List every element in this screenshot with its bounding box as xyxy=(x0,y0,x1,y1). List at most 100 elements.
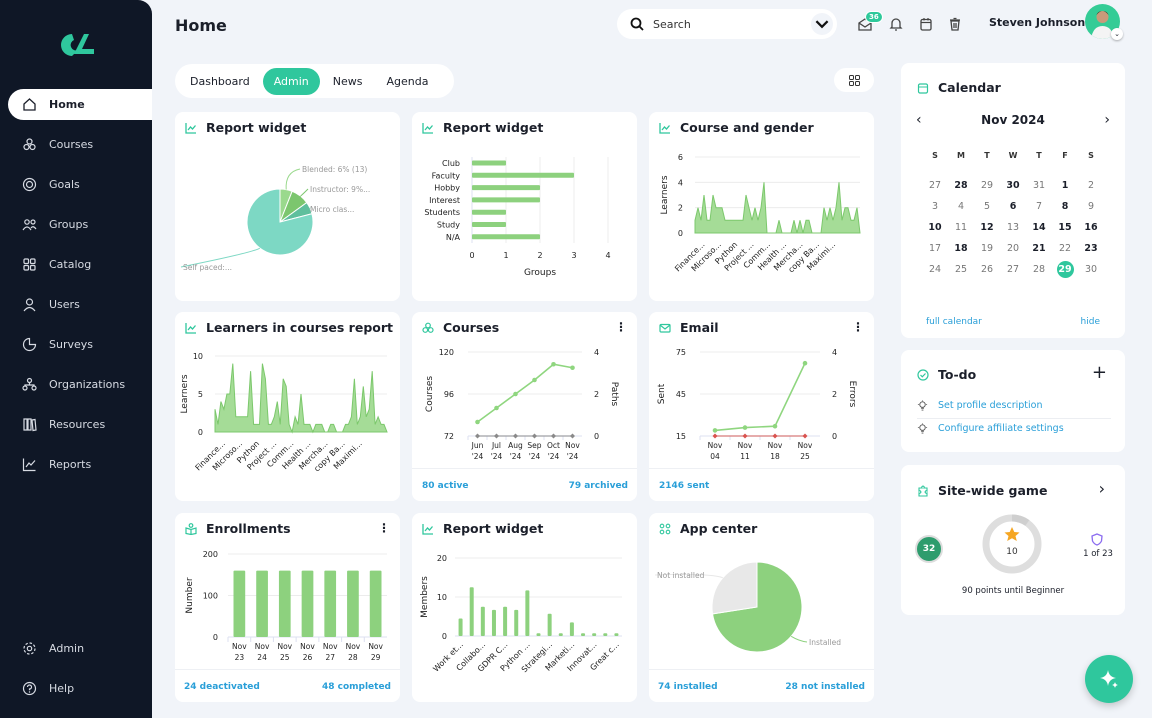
user-name[interactable]: Steven Johnson xyxy=(989,16,1086,29)
dashboard-tabs: Dashboard Admin News Agenda xyxy=(175,64,454,98)
completed-link[interactable]: 48 completed xyxy=(321,682,391,692)
calendar-day[interactable]: 20 xyxy=(1006,243,1020,254)
layout-button[interactable] xyxy=(834,68,874,92)
sidebar-item-label: Surveys xyxy=(49,338,93,351)
calendar-day[interactable]: 6 xyxy=(1009,201,1017,212)
courses-icon xyxy=(422,322,434,333)
calendar-day[interactable]: 28 xyxy=(1032,264,1046,275)
calendar-day[interactable]: 15 xyxy=(1058,222,1072,233)
star-icon xyxy=(1004,527,1020,541)
calendar-day[interactable]: 27 xyxy=(1006,264,1020,275)
calendar-day[interactable]: 16 xyxy=(1084,222,1098,233)
calendar-day[interactable]: 21 xyxy=(1032,243,1046,254)
tab-agenda[interactable]: Agenda xyxy=(386,74,429,88)
calendar-day[interactable]: 30 xyxy=(1084,264,1098,275)
tab-news[interactable]: News xyxy=(332,74,363,88)
y-tick-label: 0 xyxy=(594,432,599,441)
calendar-day[interactable]: 12 xyxy=(980,222,994,233)
calendar-day[interactable]: 13 xyxy=(1006,222,1020,233)
sidebar-item-catalog[interactable]: Catalog xyxy=(8,249,152,280)
sidebar-item-surveys[interactable]: Surveys xyxy=(8,329,152,360)
not-installed-link[interactable]: 28 not installed xyxy=(785,682,865,692)
calendar-day[interactable]: 31 xyxy=(1032,180,1046,191)
y-tick-label: 20 xyxy=(437,554,447,563)
more-options-icon[interactable]: ⋮ xyxy=(852,320,864,334)
sidebar-item-goals[interactable]: Goals xyxy=(8,169,152,200)
calendar-day[interactable]: 22 xyxy=(1058,243,1072,254)
bell-icon[interactable] xyxy=(888,16,904,32)
courses-icon xyxy=(23,138,36,151)
logo[interactable] xyxy=(56,30,96,60)
x-axis-label: Groups xyxy=(524,268,556,278)
calendar-day[interactable]: 8 xyxy=(1061,201,1069,212)
area-series xyxy=(694,182,861,234)
calendar-day[interactable]: 30 xyxy=(1006,180,1020,191)
user-menu-chevron[interactable]: ⌄ xyxy=(1111,28,1123,40)
calendar-day[interactable]: 14 xyxy=(1032,222,1046,233)
calendar-day[interactable]: 19 xyxy=(980,243,994,254)
more-options-icon[interactable]: ⋮ xyxy=(378,521,390,535)
sent-emails-link[interactable]: 2146 sent xyxy=(659,481,710,491)
calendar-day[interactable]: 18 xyxy=(954,243,968,254)
todo-item[interactable]: Set profile description xyxy=(917,400,1042,411)
calendar-day[interactable]: 5 xyxy=(983,201,991,212)
add-todo-button[interactable]: + xyxy=(1091,362,1107,383)
tab-dashboard[interactable]: Dashboard xyxy=(190,74,250,88)
pie-label: Installed xyxy=(809,638,841,647)
sidebar-item-help[interactable]: Help xyxy=(8,673,152,704)
calendar-day[interactable]: 4 xyxy=(957,201,965,212)
next-month-button[interactable]: › xyxy=(1104,112,1110,128)
active-courses-link[interactable]: 80 active xyxy=(422,481,469,491)
y-axis-label: Members xyxy=(420,576,430,618)
archived-courses-link[interactable]: 79 archived xyxy=(568,481,628,491)
calendar-day[interactable]: 25 xyxy=(954,264,968,275)
messages-icon[interactable] xyxy=(857,16,873,32)
prev-month-button[interactable]: ‹ xyxy=(916,112,922,128)
sidebar-item-groups[interactable]: Groups xyxy=(8,209,152,240)
data-point xyxy=(494,433,499,439)
calendar-day[interactable]: 3 xyxy=(931,201,939,212)
calendar-day[interactable]: 10 xyxy=(928,222,942,233)
sidebar-item-label: Goals xyxy=(49,178,80,191)
more-options-icon[interactable]: ⋮ xyxy=(615,320,627,334)
sidebar-item-resources[interactable]: Resources xyxy=(8,409,152,440)
search-input[interactable]: Search xyxy=(617,9,837,39)
calendar-day[interactable]: 28 xyxy=(954,180,968,191)
calendar-day-today[interactable]: 29 xyxy=(1056,261,1074,278)
calendar-day[interactable]: 1 xyxy=(1061,180,1069,191)
x-tick-label: Nov 27 xyxy=(323,642,338,662)
installed-link[interactable]: 74 installed xyxy=(658,682,718,692)
calendar-day[interactable]: 27 xyxy=(928,180,942,191)
sidebar-item-reports[interactable]: Reports xyxy=(8,449,152,480)
calendar-day[interactable]: 11 xyxy=(954,222,968,233)
calendar-icon[interactable] xyxy=(918,16,934,32)
line-chart: 15 45 75 0 2 4 Nov 04 Nov 11 Nov 18 Nov 25 Sent Errors xyxy=(657,348,857,461)
full-calendar-link[interactable]: full calendar xyxy=(926,317,982,327)
calendar-day[interactable]: 26 xyxy=(980,264,994,275)
deactivated-link[interactable]: 24 deactivated xyxy=(184,682,260,692)
todo-item[interactable]: Configure affiliate settings xyxy=(917,423,1064,434)
sidebar-item-users[interactable]: Users xyxy=(8,289,152,320)
ai-assistant-button[interactable] xyxy=(1085,655,1133,703)
points-value: 10 xyxy=(1006,547,1018,557)
calendar-day[interactable]: 29 xyxy=(980,180,994,191)
calendar-day[interactable]: 9 xyxy=(1087,201,1095,212)
calendar-day[interactable]: 23 xyxy=(1084,243,1098,254)
learners-report-card: Learners in courses report 0 5 10 Learners F… xyxy=(175,312,400,501)
line-series xyxy=(714,362,806,432)
sidebar-item-organizations[interactable]: Organizations xyxy=(8,369,152,400)
sidebar-item-courses[interactable]: Courses xyxy=(8,129,152,160)
trash-icon[interactable] xyxy=(947,16,963,32)
sidebar-item-home[interactable]: Home xyxy=(8,89,152,120)
calendar-day[interactable]: 17 xyxy=(928,243,942,254)
open-game-button[interactable]: › xyxy=(1098,479,1105,498)
calendar-day[interactable]: 2 xyxy=(1087,180,1095,191)
sidebar-item-admin[interactable]: Admin xyxy=(8,633,152,664)
search-dropdown-button[interactable] xyxy=(811,13,833,35)
resources-icon xyxy=(23,418,37,432)
tab-admin[interactable]: Admin xyxy=(262,67,320,95)
calendar-day[interactable]: 7 xyxy=(1035,201,1043,212)
hide-calendar-link[interactable]: hide xyxy=(1080,317,1100,327)
calendar-day[interactable]: 24 xyxy=(928,264,942,275)
y-tick-label: Interest xyxy=(429,196,460,205)
